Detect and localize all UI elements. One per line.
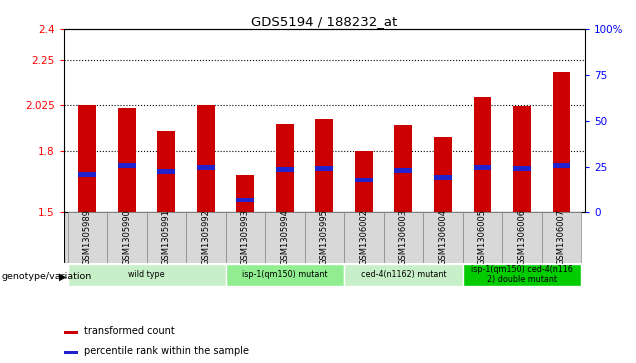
Text: GSM1305994: GSM1305994 bbox=[280, 209, 289, 265]
Bar bbox=[462, 264, 581, 286]
Bar bbox=[355, 178, 373, 182]
Bar bbox=[237, 198, 254, 203]
Text: GSM1305992: GSM1305992 bbox=[202, 209, 211, 265]
Bar bbox=[423, 212, 462, 263]
Bar bbox=[344, 212, 384, 263]
Bar bbox=[107, 212, 146, 263]
Bar bbox=[64, 331, 78, 334]
Bar bbox=[305, 212, 344, 263]
Text: GSM1306002: GSM1306002 bbox=[359, 209, 368, 265]
Bar bbox=[146, 212, 186, 263]
Bar bbox=[434, 137, 452, 212]
Bar bbox=[344, 264, 462, 286]
Text: GSM1305995: GSM1305995 bbox=[320, 209, 329, 265]
Text: isp-1(qm150) ced-4(n116
2) double mutant: isp-1(qm150) ced-4(n116 2) double mutant bbox=[471, 265, 573, 284]
Bar bbox=[78, 105, 96, 212]
Text: GSM1306003: GSM1306003 bbox=[399, 209, 408, 265]
Text: ▶: ▶ bbox=[59, 272, 66, 282]
Bar bbox=[118, 109, 135, 212]
Bar bbox=[237, 175, 254, 212]
Bar bbox=[67, 264, 226, 286]
Bar bbox=[474, 97, 491, 212]
Text: GSM1306004: GSM1306004 bbox=[438, 209, 447, 265]
Bar bbox=[394, 168, 412, 173]
Bar bbox=[434, 175, 452, 180]
Bar bbox=[474, 165, 491, 170]
Bar bbox=[226, 264, 344, 286]
Bar bbox=[276, 124, 294, 212]
Text: GSM1306006: GSM1306006 bbox=[518, 209, 527, 265]
Text: GSM1306007: GSM1306007 bbox=[557, 209, 566, 265]
Bar bbox=[315, 119, 333, 212]
Bar bbox=[158, 170, 175, 174]
Bar bbox=[64, 351, 78, 354]
Bar bbox=[265, 212, 305, 263]
Bar bbox=[462, 212, 502, 263]
Text: transformed count: transformed count bbox=[85, 326, 175, 336]
Text: percentile rank within the sample: percentile rank within the sample bbox=[85, 346, 249, 356]
Bar bbox=[158, 131, 175, 212]
Bar bbox=[553, 163, 570, 168]
Bar bbox=[542, 212, 581, 263]
Title: GDS5194 / 188232_at: GDS5194 / 188232_at bbox=[251, 15, 398, 28]
Bar bbox=[513, 106, 531, 212]
Bar bbox=[67, 212, 107, 263]
Text: genotype/variation: genotype/variation bbox=[1, 273, 92, 281]
Bar bbox=[315, 166, 333, 171]
Bar bbox=[502, 212, 542, 263]
Bar bbox=[384, 212, 423, 263]
Bar bbox=[355, 151, 373, 212]
Bar bbox=[226, 212, 265, 263]
Bar bbox=[197, 105, 215, 212]
Text: GSM1306005: GSM1306005 bbox=[478, 209, 487, 265]
Bar bbox=[197, 165, 215, 170]
Text: GSM1305993: GSM1305993 bbox=[241, 209, 250, 265]
Text: GSM1305991: GSM1305991 bbox=[162, 209, 171, 265]
Text: wild type: wild type bbox=[128, 270, 165, 279]
Bar bbox=[394, 125, 412, 212]
Bar bbox=[553, 72, 570, 212]
Bar bbox=[186, 212, 226, 263]
Text: GSM1305989: GSM1305989 bbox=[83, 209, 92, 265]
Bar bbox=[513, 166, 531, 171]
Bar bbox=[78, 172, 96, 177]
Bar bbox=[276, 167, 294, 172]
Text: GSM1305990: GSM1305990 bbox=[122, 209, 131, 265]
Text: ced-4(n1162) mutant: ced-4(n1162) mutant bbox=[361, 270, 446, 279]
Text: isp-1(qm150) mutant: isp-1(qm150) mutant bbox=[242, 270, 328, 279]
Bar bbox=[118, 163, 135, 168]
